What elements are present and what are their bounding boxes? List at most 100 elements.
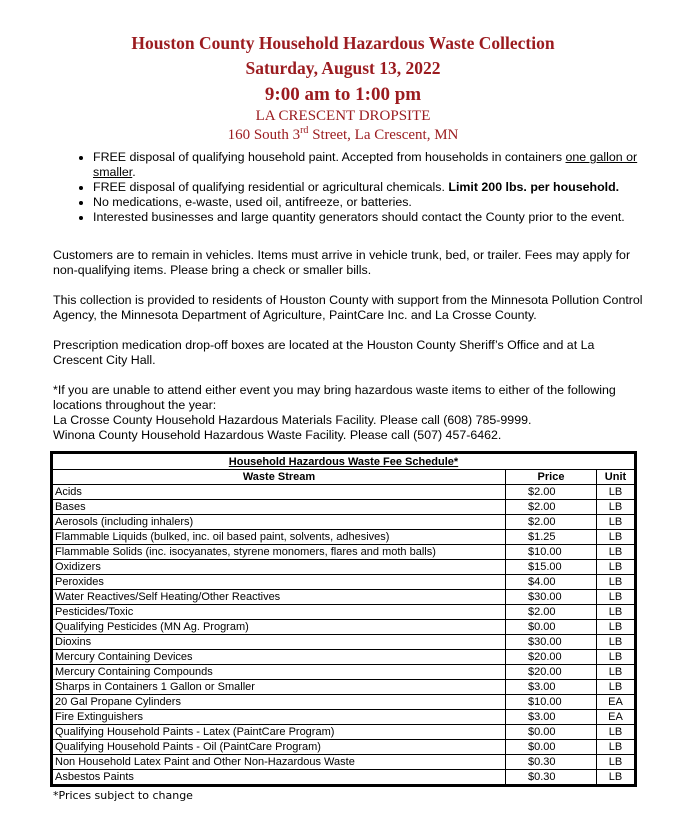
price-cell: $3.00 xyxy=(505,679,597,695)
waste-stream-cell: Mercury Containing Devices xyxy=(51,649,506,665)
paragraph-line: *If you are unable to attend either even… xyxy=(53,383,616,412)
table-row: Qualifying Household Paints - Latex (Pai… xyxy=(51,724,636,740)
waste-stream-cell: 20 Gal Propane Cylinders xyxy=(51,694,506,710)
unit-cell: LB xyxy=(596,679,636,695)
table-row: Acids $2.00 LB xyxy=(51,484,636,500)
bullet-item: FREE disposal of qualifying residential … xyxy=(93,180,683,195)
table-row: Aerosols (including inhalers) $2.00 LB xyxy=(51,514,636,530)
unit-cell: LB xyxy=(596,739,636,755)
price-cell: $20.00 xyxy=(505,664,597,680)
event-time: 9:00 am to 1:00 pm xyxy=(264,84,422,105)
table-row: Fire Extinguishers $3.00 EA xyxy=(51,709,636,725)
unit-cell: LB xyxy=(596,649,636,665)
table-row: Mercury Containing Compounds $20.00 LB xyxy=(51,664,636,680)
unit-cell: LB xyxy=(596,589,636,605)
price-cell: $20.00 xyxy=(505,649,597,665)
waste-stream-cell: Peroxides xyxy=(51,574,506,590)
unit-cell: EA xyxy=(596,709,636,725)
waste-stream-cell: Flammable Solids (inc. isocyanates, styr… xyxy=(51,544,506,560)
price-cell: $4.00 xyxy=(505,574,597,590)
event-date: Saturday, August 13, 2022 xyxy=(245,58,441,78)
waste-stream-cell: Fire Extinguishers xyxy=(51,709,506,725)
table-row: Pesticides/Toxic $2.00 LB xyxy=(51,604,636,620)
column-header: Price xyxy=(505,469,597,485)
price-cell: $0.30 xyxy=(505,769,597,786)
waste-stream-cell: Non Household Latex Paint and Other Non-… xyxy=(51,754,506,770)
table-row: Oxidizers $15.00 LB xyxy=(51,559,636,575)
waste-stream-cell: Aerosols (including inhalers) xyxy=(51,514,506,530)
waste-stream-cell: Qualifying Household Paints - Latex (Pai… xyxy=(51,724,506,740)
unit-cell: LB xyxy=(596,484,636,500)
price-cell: $1.25 xyxy=(505,529,597,545)
table-title: Household Hazardous Waste Fee Schedule* xyxy=(51,452,636,470)
bullet-bold: Limit 200 lbs. per household. xyxy=(448,180,620,194)
address-text-end: Street, La Crescent, MN xyxy=(308,127,459,143)
unit-cell: LB xyxy=(596,559,636,575)
site-address: 160 South 3rd Street, La Crescent, MN xyxy=(0,125,686,144)
price-cell: $2.00 xyxy=(505,499,597,515)
paragraph-line: La Crosse County Household Hazardous Mat… xyxy=(53,413,532,427)
waste-stream-cell: Flammable Liquids (bulked, inc. oil base… xyxy=(51,529,506,545)
table-row: Bases $2.00 LB xyxy=(51,499,636,515)
price-cell: $2.00 xyxy=(505,604,597,620)
table-row: 20 Gal Propane Cylinders $10.00 EA xyxy=(51,694,636,710)
unit-cell: LB xyxy=(596,634,636,650)
unit-cell: LB xyxy=(596,499,636,515)
price-cell: $0.00 xyxy=(505,619,597,635)
paragraph-line: Winona County Household Hazardous Waste … xyxy=(53,428,502,442)
bullet-underline: one gallon or smaller xyxy=(93,150,638,179)
fee-schedule-table: Household Hazardous Waste Fee Schedule* … xyxy=(50,451,637,787)
price-cell: $3.00 xyxy=(505,709,597,725)
waste-stream-cell: Mercury Containing Compounds xyxy=(51,664,506,680)
table-row: Mercury Containing Devices $20.00 LB xyxy=(51,649,636,665)
waste-stream-cell: Bases xyxy=(51,499,506,515)
table-row: Water Reactives/Self Heating/Other React… xyxy=(51,589,636,605)
waste-stream-cell: Acids xyxy=(51,484,506,500)
waste-stream-cell: Qualifying Pesticides (MN Ag. Program) xyxy=(51,619,506,635)
table-row: Flammable Liquids (bulked, inc. oil base… xyxy=(51,529,636,545)
price-cell: $0.00 xyxy=(505,739,597,755)
table-row: Non Household Latex Paint and Other Non-… xyxy=(51,754,636,770)
column-header: Waste Stream xyxy=(51,469,506,485)
table-row: Peroxides $4.00 LB xyxy=(51,574,636,590)
bullet-text: FREE disposal of qualifying household pa… xyxy=(93,150,566,164)
waste-stream-cell: Qualifying Household Paints - Oil (Paint… xyxy=(51,739,506,755)
table-row: Asbestos Paints $0.30 LB xyxy=(51,769,636,786)
unit-cell: LB xyxy=(596,664,636,680)
table-row: Sharps in Containers 1 Gallon or Smaller… xyxy=(51,679,636,695)
table-title-text: Household Hazardous Waste Fee Schedule* xyxy=(228,455,459,468)
unit-cell: LB xyxy=(596,724,636,740)
waste-stream-cell: Asbestos Paints xyxy=(51,769,506,786)
address-sup: rd xyxy=(300,125,309,136)
bullet-item: FREE disposal of qualifying household pa… xyxy=(93,150,683,180)
unit-cell: LB xyxy=(596,754,636,770)
waste-stream-cell: Oxidizers xyxy=(51,559,506,575)
price-cell: $2.00 xyxy=(505,484,597,500)
bullet-item: No medications, e-waste, used oil, antif… xyxy=(93,195,683,210)
waste-stream-cell: Water Reactives/Self Heating/Other React… xyxy=(51,589,506,605)
unit-cell: LB xyxy=(596,544,636,560)
price-cell: $0.30 xyxy=(505,754,597,770)
waste-stream-cell: Pesticides/Toxic xyxy=(51,604,506,620)
address-text: 160 South 3 xyxy=(227,127,301,143)
price-cell: $30.00 xyxy=(505,634,597,650)
paragraph: *If you are unable to attend either even… xyxy=(53,383,643,443)
paragraph: Prescription medication drop-off boxes a… xyxy=(53,338,595,367)
price-cell: $0.00 xyxy=(505,724,597,740)
price-cell: $30.00 xyxy=(505,589,597,605)
price-cell: $15.00 xyxy=(505,559,597,575)
bullet-text: FREE disposal of qualifying residential … xyxy=(93,180,449,194)
table-row: Qualifying Pesticides (MN Ag. Program) $0… xyxy=(51,619,636,635)
bullet-item: Interested businesses and large quantity… xyxy=(93,210,683,225)
unit-cell: LB xyxy=(596,604,636,620)
footnote: *Prices subject to change xyxy=(53,789,193,802)
paragraph: Customers are to remain in vehicles. Ite… xyxy=(53,248,631,277)
unit-cell: LB xyxy=(596,574,636,590)
table-row: Dioxins $30.00 LB xyxy=(51,634,636,650)
unit-cell: LB xyxy=(596,529,636,545)
unit-cell: LB xyxy=(596,769,636,786)
waste-stream-cell: Dioxins xyxy=(51,634,506,650)
unit-cell: LB xyxy=(596,514,636,530)
price-cell: $10.00 xyxy=(505,694,597,710)
